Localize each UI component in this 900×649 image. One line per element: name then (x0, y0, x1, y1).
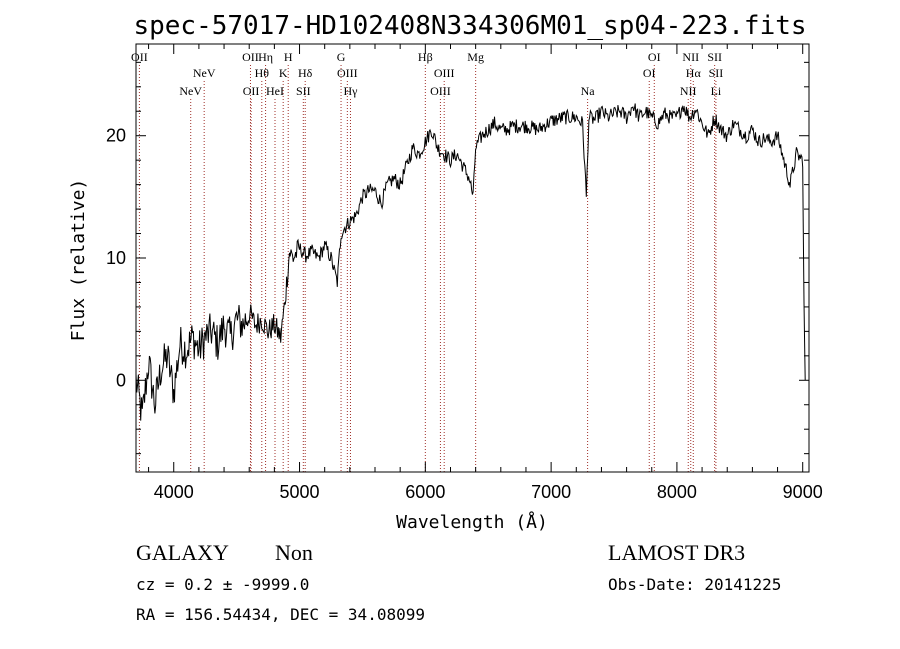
spectrum-series-line (135, 103, 806, 421)
spectral-line-label: G (337, 50, 346, 64)
spectral-line-label: OII (131, 50, 148, 64)
spectral-line-label: OII (242, 50, 259, 64)
spectral-line-label: H (284, 50, 293, 64)
spectral-line-label: NeV (193, 66, 216, 80)
spectral-line-label: HeI (266, 84, 284, 98)
spectral-line-label: Hα (686, 66, 702, 80)
y-tick-label: 0 (116, 370, 126, 390)
y-tick-label: 10 (106, 248, 126, 268)
spectral-line-label: SII (709, 66, 724, 80)
spectral-line-label: OIII (337, 66, 358, 80)
spectral-line-label: Hβ (418, 50, 433, 64)
spectral-line-label: OIII (430, 84, 451, 98)
y-axis-label: Flux (relative) (68, 179, 89, 342)
spectral-line-labels: OIINeVNeVOIIOIIHθHηHeIKHHδSIIGOIIIHγHβOI… (131, 50, 723, 98)
spectral-line-label: Hη (258, 50, 273, 64)
spectral-line-label: OI (643, 66, 656, 80)
y-axis-ticks: 0 10 20 (106, 61, 809, 455)
survey-label: LAMOST DR3 (608, 540, 745, 565)
spectral-line-label: Hδ (298, 66, 313, 80)
spectral-line-label: NII (682, 50, 699, 64)
object-subclass: Non (275, 540, 313, 565)
spectral-line-markers (138, 65, 717, 472)
x-tick-label: 7000 (531, 482, 571, 502)
spectral-line-label: OIII (434, 66, 455, 80)
spectral-line-label: Na (581, 84, 596, 98)
chart-title: spec-57017-HD102408N334306M01_sp04-223.f… (133, 11, 806, 41)
spectral-line-label: Hγ (343, 84, 358, 98)
spectral-line-label: SII (707, 50, 722, 64)
redshift-readout: cz = 0.2 ± -9999.0 (136, 575, 309, 594)
spectral-line-label: OII (243, 84, 260, 98)
spectral-line-label: K (279, 66, 288, 80)
spectral-line-label: SII (296, 84, 311, 98)
spectral-line-label: NII (680, 84, 697, 98)
x-tick-label: 8000 (657, 482, 697, 502)
spectral-line-label: Li (711, 84, 722, 98)
x-tick-label: 5000 (280, 482, 320, 502)
spectral-line-label: Hθ (255, 66, 270, 80)
spectral-line-label: NeV (179, 84, 202, 98)
x-tick-label: 9000 (783, 482, 823, 502)
coordinates-readout: RA = 156.54434, DEC = 34.08099 (136, 605, 425, 624)
plot-frame (135, 43, 810, 473)
spectral-line-label: OI (648, 50, 661, 64)
x-tick-label: 4000 (154, 482, 194, 502)
x-axis-label: Wavelength (Å) (396, 511, 548, 533)
y-tick-label: 20 (106, 126, 126, 146)
x-axis-ticks: 4000 5000 6000 7000 8000 9000 (148, 44, 823, 502)
object-class: GALAXY (136, 540, 229, 565)
spectral-line-label: Mg (467, 50, 484, 64)
x-tick-label: 6000 (405, 482, 445, 502)
observation-date: Obs-Date: 20141225 (608, 575, 781, 594)
